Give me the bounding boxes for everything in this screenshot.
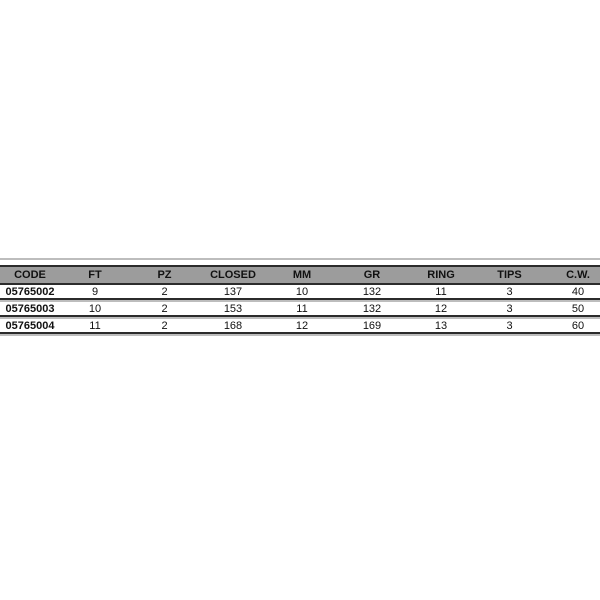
cell-closed: 168 [223, 319, 243, 332]
cell-ring: 13 [434, 319, 448, 332]
cell-mm: 10 [295, 285, 309, 298]
column-header-gr: GR [363, 269, 381, 281]
row-shadow-line [0, 300, 600, 302]
cell-cw: 40 [571, 285, 585, 298]
column-header-ring: RING [427, 269, 455, 281]
table-row: 05765004 11 2 168 12 169 13 3 60 [0, 319, 600, 334]
cell-ft: 11 [89, 319, 101, 332]
cell-closed: 137 [223, 285, 243, 298]
column-header-cw: C.W. [566, 269, 590, 281]
table-row: 05765002 9 2 137 10 132 11 3 40 [0, 285, 600, 300]
column-header-closed: CLOSED [210, 269, 256, 281]
column-header-ft: FT [88, 269, 102, 281]
top-accent-line [0, 258, 600, 260]
table-row: 05765003 10 2 153 11 132 12 3 50 [0, 302, 600, 317]
cell-ft: 9 [91, 285, 99, 298]
cell-gr: 132 [362, 302, 382, 315]
cell-code: 05765004 [5, 319, 55, 332]
column-header-tips: TIPS [497, 269, 522, 281]
cell-mm: 11 [296, 302, 308, 315]
cell-pz: 2 [161, 285, 168, 298]
cell-gr: 169 [362, 319, 382, 332]
column-header-code: CODE [14, 269, 46, 281]
cell-pz: 2 [161, 302, 168, 315]
top-accent-gap [0, 260, 600, 265]
cell-pz: 2 [161, 319, 168, 332]
cell-tips: 3 [506, 319, 513, 332]
column-header-mm: MM [292, 269, 312, 281]
cell-tips: 3 [506, 285, 513, 298]
cell-code: 05765002 [5, 285, 55, 298]
cell-ft: 10 [88, 302, 102, 315]
row-shadow-line [0, 334, 600, 336]
cell-code: 05765003 [5, 302, 55, 315]
column-header-pz: PZ [157, 269, 172, 281]
cell-tips: 3 [506, 302, 513, 315]
cell-cw: 50 [571, 302, 585, 315]
table-header-row: CODE FT PZ CLOSED MM GR RING TIPS C.W. [0, 265, 600, 285]
cell-gr: 132 [362, 285, 382, 298]
cell-mm: 12 [295, 319, 309, 332]
cell-cw: 60 [571, 319, 585, 332]
cell-ring: 11 [435, 285, 447, 298]
cell-closed: 153 [223, 302, 243, 315]
cell-ring: 12 [434, 302, 448, 315]
row-shadow-line [0, 317, 600, 319]
spec-table: CODE FT PZ CLOSED MM GR RING TIPS C.W. 0… [0, 258, 600, 336]
